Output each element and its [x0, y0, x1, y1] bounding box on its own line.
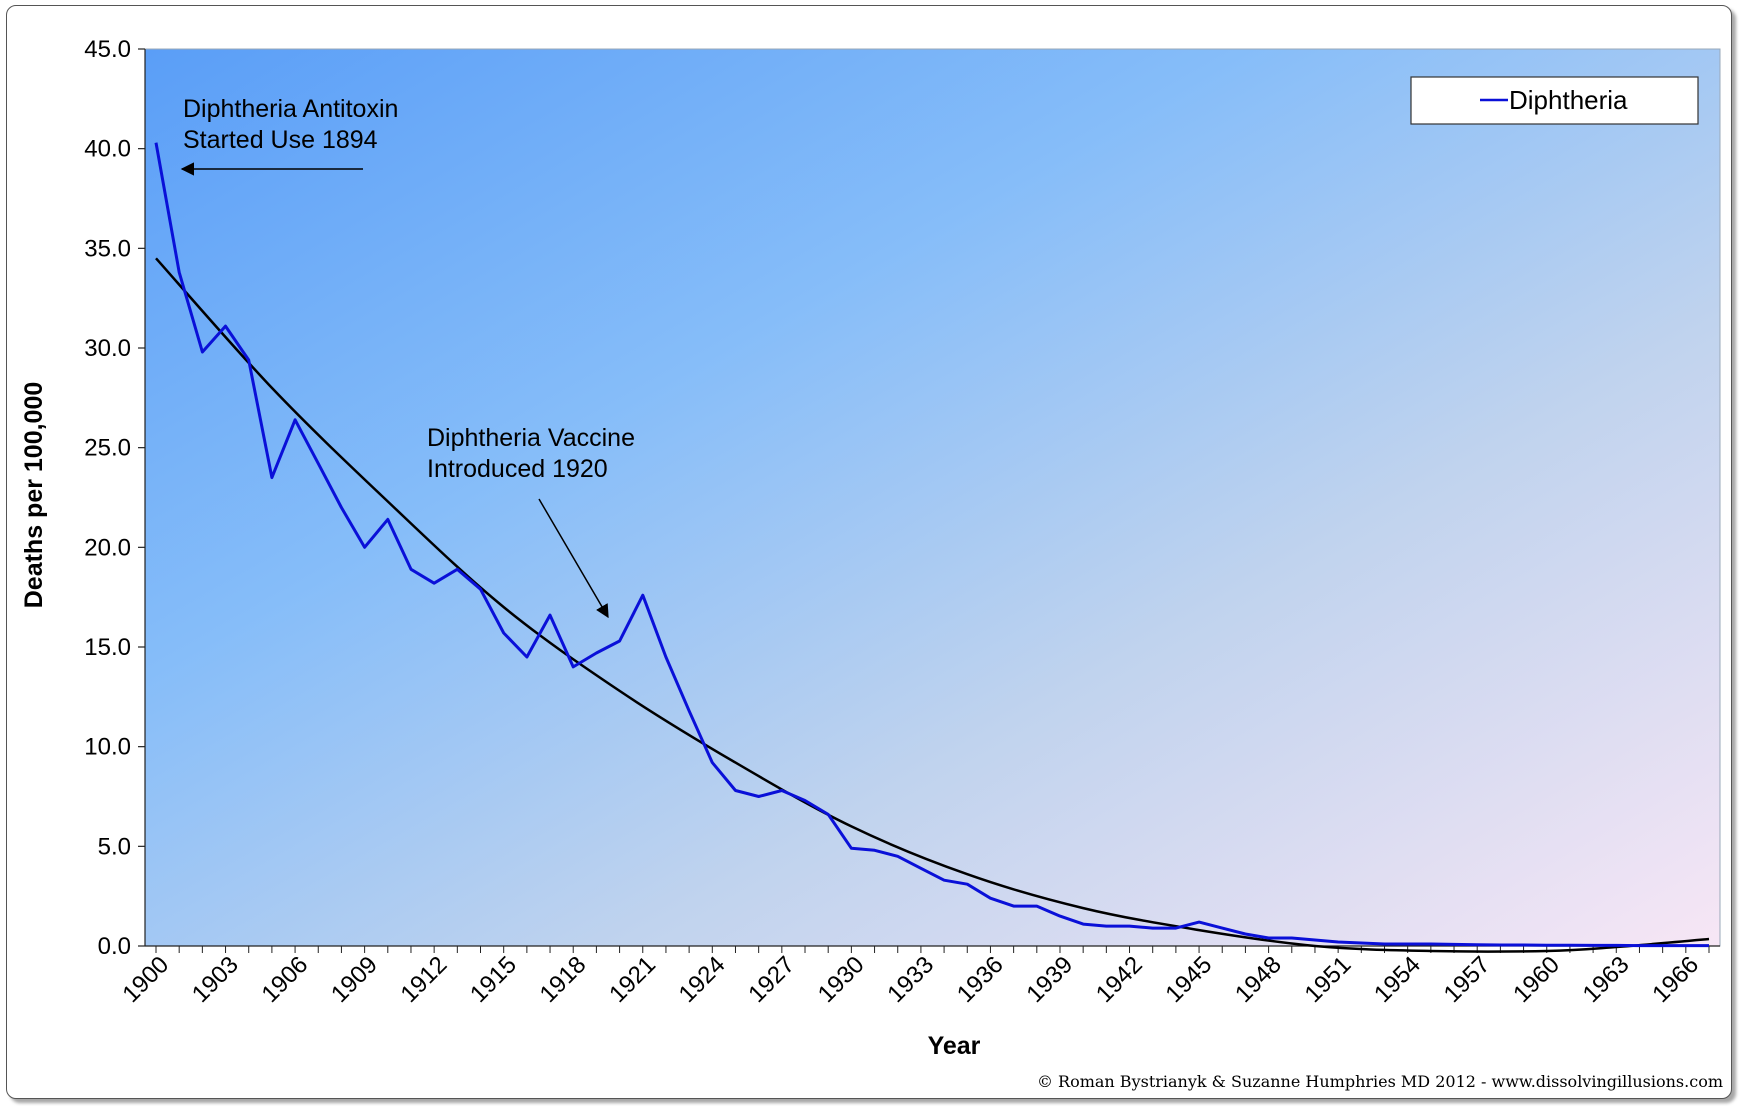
x-tick-label: 1909	[326, 951, 383, 1008]
x-tick-label: 1918	[535, 951, 592, 1008]
x-axis-title: Year	[928, 1032, 981, 1060]
series-line-diphtheria	[154, 142, 1709, 948]
y-tick-label: 20.0	[84, 534, 131, 561]
x-tick-label: 1936	[952, 951, 1009, 1008]
x-tick-label: 1951	[1300, 951, 1357, 1008]
legend-box	[1410, 76, 1699, 125]
y-tick-label: 45.0	[84, 36, 131, 63]
legend: Diphtheria	[1410, 76, 1699, 125]
x-tick-label: 1966	[1647, 951, 1704, 1008]
legend-label-diphtheria: Diphtheria	[1509, 85, 1628, 115]
x-tick-label: 1948	[1230, 951, 1287, 1008]
y-tick-label: 0.0	[98, 933, 131, 960]
x-tick-label: 1933	[882, 951, 939, 1008]
y-axis-title: Deaths per 100,000	[20, 382, 48, 609]
y-tick-label: 35.0	[84, 235, 131, 262]
x-tick-label: 1915	[465, 951, 522, 1008]
y-tick-label: 40.0	[84, 136, 131, 163]
x-tick-label: 1927	[743, 951, 800, 1008]
x-tick-label: 1945	[1160, 951, 1217, 1008]
x-tick-label: 1963	[1578, 951, 1635, 1008]
x-tick-label: 1903	[187, 951, 244, 1008]
y-tick-label: 30.0	[84, 335, 131, 362]
x-tick-label: 1924	[674, 951, 731, 1008]
trendline	[155, 257, 1710, 953]
x-tick-label: 1906	[256, 951, 313, 1008]
x-tick-label: 1954	[1369, 951, 1426, 1008]
y-tick-label: 25.0	[84, 435, 131, 462]
annotation-vaccine-line1: Diphtheria Vaccine	[427, 424, 635, 452]
plot-area	[144, 48, 1721, 947]
annotation-vaccine-line2: Introduced 1920	[427, 455, 608, 483]
credit-text: © Roman Bystrianyk & Suzanne Humphries M…	[1037, 1072, 1723, 1091]
x-tick-label: 1912	[396, 951, 453, 1008]
x-tick-label: 1921	[604, 951, 661, 1008]
annotation-vaccine-arrow	[538, 498, 609, 619]
y-tick-label: 15.0	[84, 634, 131, 661]
x-tick-label: 1939	[1021, 951, 1078, 1008]
x-tick-label: 1957	[1439, 951, 1496, 1008]
x-tick-label: 1930	[813, 951, 870, 1008]
annotation-antitoxin-line1: Diphtheria Antitoxin	[183, 95, 398, 123]
y-axis: 0.0 5.0 10.0 15.0 20.0 25.0 30.0 35.0 40.0 45.0	[84, 36, 146, 960]
x-axis: 1900 1903 1906 1909 1912 1915 1918 1921 1924 1927…	[117, 945, 1720, 1008]
x-tick-label: 1942	[1091, 951, 1148, 1008]
y-tick-label: 5.0	[98, 833, 131, 860]
y-tick-label: 10.0	[84, 734, 131, 761]
annotation-antitoxin-line2: Started Use 1894	[183, 126, 378, 154]
x-tick-label: 1960	[1508, 951, 1565, 1008]
